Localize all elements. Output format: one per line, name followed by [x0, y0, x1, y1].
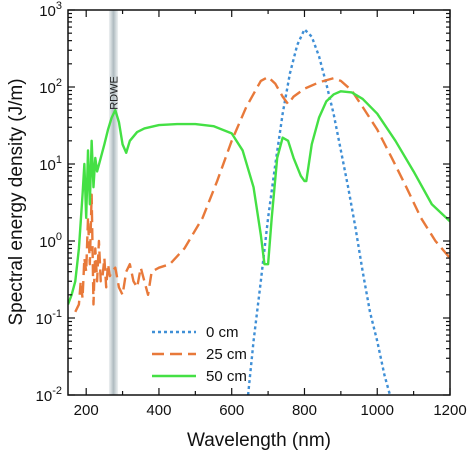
x-tick-label: 600	[219, 402, 244, 419]
y-tick-label: 102	[39, 77, 62, 97]
x-tick-label: 800	[292, 402, 317, 419]
y-tick-label: 100	[39, 231, 62, 251]
y-axis-title: Spectral energy density (J/m)	[6, 78, 27, 325]
y-tick-label: 10-2	[36, 385, 62, 405]
axis-ticks-group	[68, 9, 451, 396]
legend-label-50-cm: 50 cm	[206, 368, 247, 385]
rdwe-band-group: RDWE	[108, 10, 120, 395]
x-tick-label: 1200	[433, 402, 466, 419]
x-tick-label: 200	[74, 402, 99, 419]
legend-label-0-cm: 0 cm	[206, 324, 239, 341]
x-axis-title: Wavelength (nm)	[187, 430, 331, 451]
legend-label-25-cm: 25 cm	[206, 346, 247, 363]
rdwe-label: RDWE	[108, 76, 120, 110]
plot-frame	[67, 9, 451, 396]
y-tick-label: 103	[39, 0, 62, 20]
series-group	[68, 28, 450, 395]
tick-labels-group: 200 400 600 800 1000 1200 10-2 10-1 100 101 102 103	[36, 0, 467, 419]
y-tick-label: 10-1	[36, 308, 62, 328]
x-tick-label: 1000	[361, 402, 394, 419]
series-line-0-cm	[246, 28, 392, 395]
series-line-50-cm	[68, 90, 450, 305]
series-line-25-cm	[74, 75, 450, 313]
y-tick-label: 101	[39, 154, 62, 174]
x-tick-label: 400	[146, 402, 171, 419]
rdwe-band	[108, 10, 119, 395]
legend: 0 cm 25 cm 50 cm	[152, 324, 247, 385]
